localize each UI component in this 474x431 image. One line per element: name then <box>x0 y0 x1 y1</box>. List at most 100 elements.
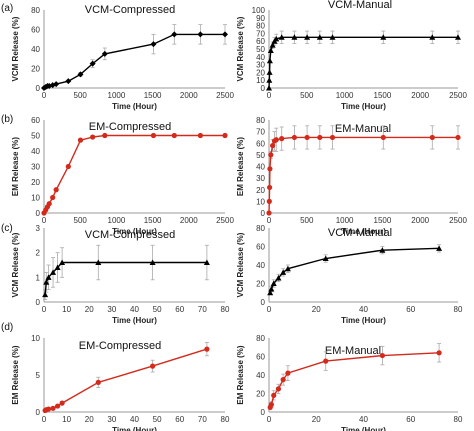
y-tick-label: 50 <box>256 151 265 160</box>
series-line <box>43 134 225 214</box>
x-tick-label: 60 <box>175 415 184 424</box>
data-point <box>267 289 274 296</box>
x-tick-label: 20 <box>312 305 321 314</box>
data-point <box>77 71 84 78</box>
panel-label: (a) <box>1 3 13 14</box>
y-tick-label: 0 <box>36 209 41 218</box>
data-point <box>285 370 291 376</box>
data-point <box>266 85 272 91</box>
chart-title: VCM-Manual <box>328 227 392 239</box>
data-point <box>266 198 272 204</box>
data-point <box>323 358 329 364</box>
y-axis-label: VCM Release (%) <box>11 232 20 297</box>
x-tick-label: 500 <box>300 91 314 100</box>
y-tick-label: 70 <box>256 29 265 38</box>
x-axis-label: Time (Hour) <box>112 102 157 111</box>
data-point <box>284 265 291 272</box>
data-point <box>279 136 285 142</box>
x-axis-label: Time (Hour) <box>112 316 157 325</box>
y-tick-label: 10 <box>31 334 40 343</box>
y-axis-label: VCM Release (%) <box>236 16 245 81</box>
y-tick-label: 70 <box>256 128 265 137</box>
data-point <box>267 184 273 191</box>
x-tick-label: 1500 <box>374 91 392 100</box>
y-tick-label: 80 <box>31 6 40 15</box>
panel-1: 0 20 40 60 80 0 500 1000 1500 2000 2500 Time (Hour)… <box>1 3 234 111</box>
x-tick-label: 0 <box>42 216 47 225</box>
data-point <box>197 31 204 38</box>
x-axis-label: Time (Hour) <box>112 426 157 431</box>
data-point <box>77 137 84 143</box>
panel-label: (b) <box>1 114 13 125</box>
y-tick-label: 1 <box>36 273 41 282</box>
series-line <box>269 352 440 408</box>
x-tick-label: 50 <box>153 415 162 424</box>
series-line <box>43 33 225 89</box>
data-point <box>101 50 108 57</box>
data-point <box>275 386 282 392</box>
x-tick-label: 40 <box>359 305 368 314</box>
data-point <box>59 259 66 266</box>
data-point <box>203 259 210 266</box>
y-tick-label: 10 <box>256 197 265 206</box>
x-tick-label: 60 <box>406 305 415 314</box>
panel-6: 0 20 40 60 80 0 20 40 60 80 Time (Hour) VCM Release… <box>236 224 463 325</box>
x-tick-label: 20 <box>85 305 94 314</box>
y-axis-label: VCM Release (%) <box>11 16 20 81</box>
x-tick-label: 2500 <box>449 91 467 100</box>
data-point <box>149 259 156 266</box>
y-tick-label: 0 <box>261 298 266 307</box>
y-tick-label: 30 <box>256 61 265 70</box>
data-point <box>90 134 96 140</box>
y-tick-label: 90 <box>256 14 265 23</box>
data-point <box>429 34 436 40</box>
x-tick-label: 2500 <box>216 91 234 100</box>
y-axis-label: EM Release (%) <box>236 345 245 404</box>
data-point <box>329 34 336 40</box>
x-tick-label: 80 <box>221 305 230 314</box>
y-tick-label: 80 <box>256 22 265 31</box>
data-point <box>222 132 228 139</box>
data-point <box>197 132 203 139</box>
data-point <box>429 134 435 141</box>
x-axis-label: Time (Hour) <box>341 102 386 111</box>
data-point <box>65 163 71 170</box>
x-tick-label: 80 <box>221 415 230 424</box>
x-tick-label: 1000 <box>336 91 354 100</box>
x-tick-label: 2000 <box>411 91 429 100</box>
x-axis-label: Time (Hour) <box>341 316 386 325</box>
x-tick-label: 2500 <box>449 216 467 225</box>
y-tick-label: 20 <box>31 65 40 74</box>
data-point <box>379 247 386 253</box>
data-point <box>280 269 287 275</box>
data-point <box>95 379 101 385</box>
data-point <box>278 34 285 40</box>
data-point <box>380 134 386 141</box>
x-tick-label: 1000 <box>108 91 126 100</box>
x-axis-label: Time (Hour) <box>341 426 386 431</box>
data-point <box>267 166 273 172</box>
panel-3: 0 10 20 30 40 50 60 0 500 1000 1500 2000 2500 Time (H… <box>1 114 234 236</box>
x-tick-label: 1500 <box>144 91 162 100</box>
data-point <box>455 134 461 141</box>
data-point <box>268 152 274 158</box>
y-tick-label: 20 <box>256 280 265 289</box>
x-tick-label: 2000 <box>411 216 429 225</box>
data-point <box>268 286 275 292</box>
data-point <box>53 81 60 88</box>
y-tick-label: 0 <box>261 408 266 417</box>
y-tick-label: 60 <box>31 116 40 125</box>
data-point <box>268 402 274 408</box>
x-tick-label: 30 <box>107 415 116 424</box>
x-tick-label: 10 <box>62 305 71 314</box>
chart-title: EM-Compressed <box>79 340 162 352</box>
data-point <box>266 57 273 64</box>
x-tick-label: 1500 <box>374 216 392 225</box>
y-tick-label: 30 <box>256 174 265 183</box>
x-tick-label: 0 <box>267 415 272 424</box>
x-tick-label: 50 <box>153 305 162 314</box>
data-point <box>291 34 298 40</box>
panel-label: (d) <box>1 322 13 333</box>
x-tick-label: 2000 <box>180 216 198 225</box>
